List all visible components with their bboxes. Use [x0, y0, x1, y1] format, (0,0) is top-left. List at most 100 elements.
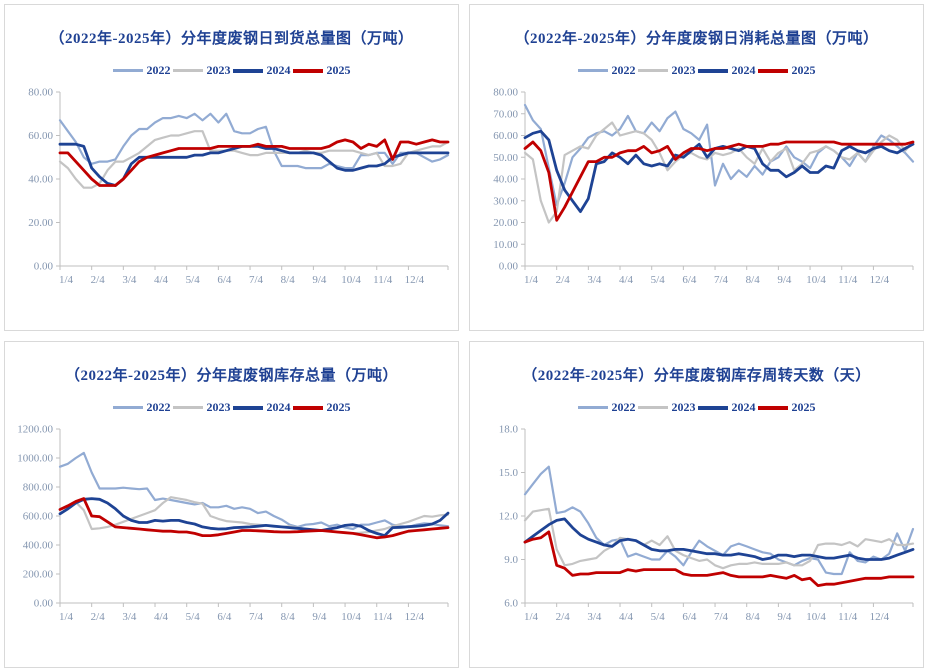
svg-text:4/4: 4/4 — [619, 274, 634, 286]
svg-text:6/4: 6/4 — [682, 274, 697, 286]
svg-text:2/4: 2/4 — [91, 611, 106, 623]
legend-item-2024: 2024 — [232, 63, 291, 78]
svg-text:1/4: 1/4 — [59, 611, 74, 623]
chart-panel-daily-arrival: （2022年-2025年）分年度废钢日到货总量图（万吨） 2022 2023 202… — [4, 4, 459, 331]
chart-title: （2022年-2025年）分年度废钢日到货总量图（万吨） — [49, 31, 414, 47]
svg-text:5/4: 5/4 — [186, 611, 201, 623]
legend-label: 2023 — [671, 63, 696, 77]
svg-text:600.00: 600.00 — [23, 511, 54, 523]
chart-panel-inventory-total: （2022年-2025年）分年度废钢库存总量（万吨） 2022 2023 2024 2… — [4, 341, 459, 668]
series-line-2023 — [523, 121, 915, 224]
svg-text:8/4: 8/4 — [281, 274, 296, 286]
svg-text:1/4: 1/4 — [524, 274, 539, 286]
legend-line-swatch — [757, 405, 788, 410]
series-line-2022 — [58, 112, 450, 170]
svg-text:2/4: 2/4 — [556, 274, 571, 286]
svg-text:9/4: 9/4 — [312, 611, 327, 623]
svg-text:40.00: 40.00 — [28, 174, 53, 186]
svg-text:15.0: 15.0 — [499, 467, 519, 479]
svg-text:8/4: 8/4 — [281, 611, 296, 623]
legend-line-swatch — [577, 406, 608, 409]
svg-text:5/4: 5/4 — [186, 274, 201, 286]
svg-text:10/4: 10/4 — [806, 274, 826, 286]
legend-item-2025: 2025 — [292, 400, 351, 415]
svg-text:1/4: 1/4 — [59, 274, 74, 286]
svg-text:12/4: 12/4 — [870, 274, 890, 286]
legend-item-2025: 2025 — [292, 63, 351, 78]
svg-text:60.00: 60.00 — [493, 130, 518, 142]
svg-text:9/4: 9/4 — [777, 274, 792, 286]
chart-canvas-daily-consumption: 0.00 10.00 20.00 30.00 40.00 50.00 60.00 70.00 8… — [493, 87, 915, 286]
svg-text:12.0: 12.0 — [499, 511, 519, 523]
legend-label: 2024 — [731, 63, 756, 77]
legend-label: 2022 — [611, 400, 636, 414]
svg-text:30.00: 30.00 — [493, 195, 518, 207]
svg-text:10.00: 10.00 — [493, 239, 518, 251]
svg-text:9/4: 9/4 — [777, 611, 792, 623]
legend-label: 2023 — [206, 63, 231, 77]
series-line-2025 — [58, 138, 450, 187]
legend-item-2024: 2024 — [232, 400, 291, 415]
svg-text:3/4: 3/4 — [122, 611, 137, 623]
legend-label: 2023 — [206, 400, 231, 414]
svg-text:50.00: 50.00 — [493, 152, 518, 164]
chart-title: （2022年-2025年）分年度废钢日消耗总量图（万吨） — [514, 31, 879, 47]
svg-text:80.00: 80.00 — [493, 87, 518, 99]
svg-text:4/4: 4/4 — [619, 611, 634, 623]
svg-text:5/4: 5/4 — [651, 611, 666, 623]
legend-item-2022: 2022 — [577, 400, 636, 415]
svg-text:0.00: 0.00 — [499, 261, 519, 273]
legend: 2022 2023 2024 2025 — [5, 400, 458, 415]
svg-text:6/4: 6/4 — [217, 274, 232, 286]
legend-label: 2025 — [326, 400, 351, 414]
svg-text:2/4: 2/4 — [91, 274, 106, 286]
legend-item-2023: 2023 — [637, 63, 696, 78]
svg-text:1200.00: 1200.00 — [17, 424, 53, 436]
legend-line-swatch — [112, 69, 143, 72]
legend: 2022 2023 2024 2025 — [470, 63, 923, 78]
legend-line-swatch — [232, 405, 263, 410]
legend-label: 2023 — [671, 400, 696, 414]
svg-text:10/4: 10/4 — [806, 611, 826, 623]
series-line-2024 — [523, 517, 915, 561]
svg-text:0.00: 0.00 — [34, 261, 54, 273]
svg-text:11/4: 11/4 — [838, 611, 858, 623]
legend-label: 2022 — [611, 63, 636, 77]
svg-text:200.00: 200.00 — [23, 569, 54, 581]
svg-text:6/4: 6/4 — [217, 611, 232, 623]
svg-text:20.00: 20.00 — [493, 217, 518, 229]
chart-canvas-turnover-days: 6.0 9.0 12.0 15.0 18.0 1/4 2/4 3/4 4/4 5/4 6/4 7/4 8… — [499, 424, 915, 623]
legend-item-2023: 2023 — [637, 400, 696, 415]
series-line-2023 — [58, 496, 450, 535]
series-line-2022 — [58, 451, 450, 531]
svg-text:3/4: 3/4 — [587, 274, 602, 286]
svg-text:11/4: 11/4 — [373, 274, 393, 286]
chart-panel-daily-consumption: （2022年-2025年）分年度废钢日消耗总量图（万吨） 2022 2023 202… — [469, 4, 924, 331]
legend-label: 2022 — [146, 400, 171, 414]
legend-line-swatch — [637, 406, 668, 409]
legend-line-swatch — [172, 69, 203, 72]
svg-text:4/4: 4/4 — [154, 611, 169, 623]
svg-text:20.00: 20.00 — [28, 217, 53, 229]
svg-text:800.00: 800.00 — [23, 482, 54, 494]
legend-line-swatch — [577, 69, 608, 72]
legend-label: 2025 — [326, 63, 351, 77]
svg-text:1/4: 1/4 — [524, 611, 539, 623]
svg-text:11/4: 11/4 — [838, 274, 858, 286]
series-line-2024 — [58, 497, 450, 537]
svg-text:7/4: 7/4 — [249, 611, 264, 623]
svg-text:12/4: 12/4 — [405, 611, 425, 623]
legend-item-2023: 2023 — [172, 400, 231, 415]
legend-label: 2024 — [731, 400, 756, 414]
svg-text:80.00: 80.00 — [28, 87, 53, 99]
svg-text:7/4: 7/4 — [249, 274, 264, 286]
legend-item-2024: 2024 — [697, 400, 756, 415]
legend-line-swatch — [232, 68, 263, 73]
svg-text:9/4: 9/4 — [312, 274, 327, 286]
legend-line-swatch — [697, 405, 728, 410]
svg-text:12/4: 12/4 — [870, 611, 890, 623]
chart-title: （2022年-2025年）分年度废钢库存周转天数（天） — [522, 368, 871, 384]
series-line-2025 — [523, 530, 915, 588]
series-line-2025 — [523, 140, 915, 222]
